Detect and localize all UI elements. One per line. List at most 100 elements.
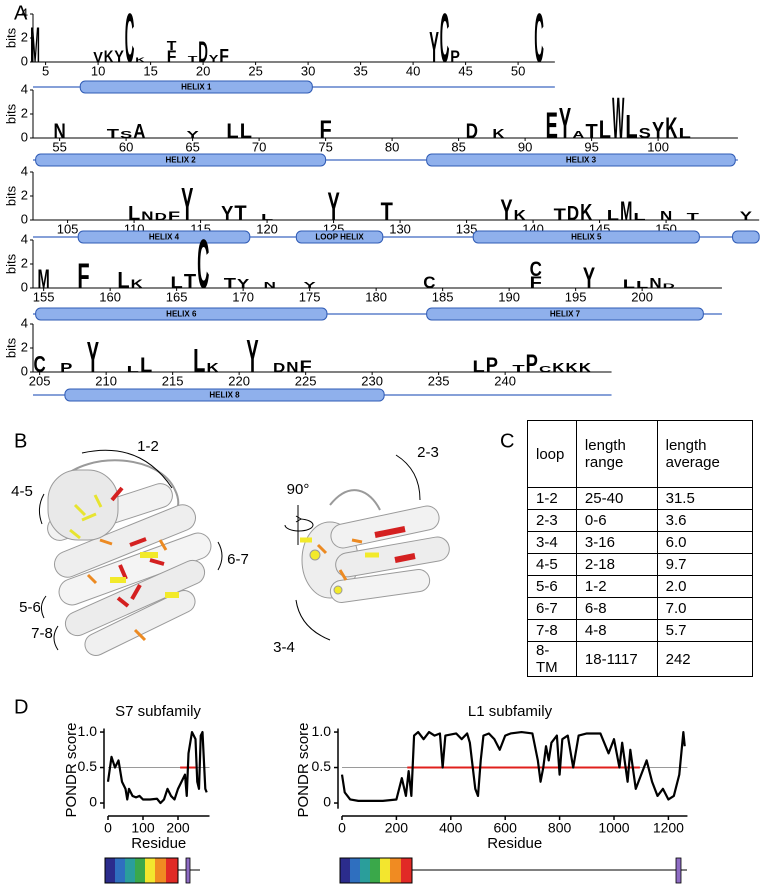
helix-bar — [77, 230, 251, 244]
x-tick-label: 130 — [389, 221, 411, 236]
x-tick-label: 220 — [228, 373, 250, 388]
x-tick-label: 190 — [498, 289, 520, 304]
logo-letter: S — [639, 124, 651, 142]
y-tick-label: 0 — [21, 53, 28, 68]
x-tick-label: 0 — [338, 820, 346, 836]
x-tick-label: 165 — [166, 289, 188, 304]
table-row: 7-8 4-8 5.7 — [527, 619, 754, 642]
logo-letter: K — [580, 199, 592, 225]
table-cell: 2-3 — [527, 509, 577, 532]
table-cell: 7.0 — [656, 597, 754, 620]
x-tick-label: 75 — [318, 139, 332, 154]
logo-letter: Y — [246, 331, 258, 384]
logo-letter: F — [167, 47, 177, 65]
x-axis-label: Residue — [487, 835, 542, 852]
helix-label: HELIX 3 — [566, 156, 597, 165]
logo-letter: L — [127, 365, 140, 374]
loop-label: 1-2 — [137, 438, 159, 455]
table-cell: 5-6 — [527, 575, 577, 598]
helix-label: HELIX 1 — [181, 83, 212, 92]
x-tick-label: 155 — [33, 289, 55, 304]
loop-label: 4-5 — [11, 483, 33, 500]
logo-letter: T — [381, 199, 394, 227]
logo-letter: F — [77, 258, 89, 296]
logo-letter: W — [612, 85, 624, 151]
table-cell: 3-16 — [575, 531, 658, 554]
y-tick-label: 4 — [21, 163, 28, 178]
helix-bar — [35, 307, 328, 321]
helix-bar — [732, 230, 760, 244]
table-cell: 9.7 — [656, 553, 754, 576]
logo-letter: Y — [327, 186, 339, 230]
chart-title: L1 subfamily — [468, 703, 553, 720]
rotation-arrow — [284, 505, 314, 545]
y-axis-label: bits — [3, 27, 18, 48]
logo-letter: K — [104, 47, 114, 65]
table-row: 2-3 0-6 3.6 — [527, 509, 754, 532]
logo-letter: D — [567, 204, 579, 226]
y-axis-label: bits — [3, 253, 18, 274]
table-cell: 31.5 — [656, 487, 754, 510]
logo-letter: L — [171, 273, 183, 291]
y-axis-label: PONDR score — [63, 722, 80, 817]
logo-letter: L — [472, 357, 484, 375]
logo-letter: L — [623, 278, 636, 291]
helix-bar — [426, 307, 704, 321]
panel-label: C — [500, 430, 514, 452]
logo-letter: L — [117, 267, 129, 293]
y-tick-label: 2 — [21, 339, 28, 354]
table-cell: 25-40 — [575, 487, 658, 510]
logo-letter: Y — [429, 23, 439, 71]
x-tick-label: 230 — [361, 373, 383, 388]
logo-letter: D — [155, 212, 167, 223]
logo-letter: C — [34, 351, 46, 377]
panel-label: A — [14, 2, 28, 24]
helix-label: HELIX 5 — [571, 233, 602, 242]
helix-label: HELIX 7 — [550, 310, 581, 319]
helix-bar — [426, 153, 736, 167]
table-cell: 2.0 — [656, 575, 754, 598]
x-tick-label: 85 — [451, 139, 465, 154]
logo-letter: T — [585, 122, 598, 144]
helix-bar — [79, 80, 313, 94]
pondr-line — [106, 730, 208, 805]
logo-letter: P — [60, 361, 72, 376]
logo-letter: L — [261, 213, 274, 222]
x-tick-label: 20 — [196, 63, 210, 78]
x-tick-label: 105 — [57, 221, 79, 236]
logo-letter: L — [140, 353, 152, 377]
logo-letter: E — [546, 105, 558, 146]
table-row: 5-6 1-2 2.0 — [527, 575, 754, 598]
y-tick-label: 0.5 — [78, 758, 98, 774]
y-tick-label: 4 — [21, 81, 28, 96]
logo-letter: T — [512, 364, 524, 375]
domain-bars — [104, 857, 687, 884]
y-tick-label: 2 — [21, 105, 28, 120]
helix-label: HELIX 6 — [166, 310, 197, 319]
table-cell: 6-8 — [575, 597, 658, 620]
logo-letter: Y — [559, 99, 571, 147]
logo-letter: T — [184, 272, 197, 294]
logo-letter: P — [450, 47, 460, 65]
logo-letter: C — [423, 273, 435, 291]
logo-letter: F — [219, 47, 229, 67]
helix-bar — [35, 153, 327, 167]
y-tick-label: 0.5 — [312, 758, 332, 774]
x-tick-label: 30 — [301, 63, 315, 78]
logo-letter: Y — [114, 47, 124, 65]
loop-table: loop length range length average 1-2 25-40 31… — [527, 420, 754, 677]
panel-label: D — [14, 696, 28, 718]
logo-letter: N — [286, 358, 298, 376]
logo-letter: C — [197, 225, 209, 303]
x-tick-label: 95 — [584, 139, 598, 154]
logo-letter: L — [607, 206, 620, 224]
x-tick-label: 235 — [428, 373, 450, 388]
helix-bar — [64, 388, 385, 402]
table-cell: 3-4 — [527, 531, 577, 554]
y-axis-label: bits — [3, 185, 18, 206]
table-cell: 18-1117 — [575, 641, 658, 677]
y-tick-label: 4 — [21, 231, 28, 246]
logo-letter: V — [93, 48, 103, 66]
logo-letter: M — [30, 16, 40, 73]
table-row: 1-2 25-40 31.5 — [527, 487, 754, 510]
